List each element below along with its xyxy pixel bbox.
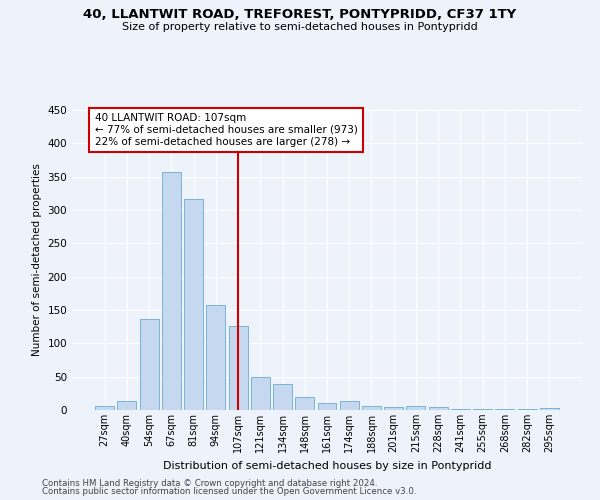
Bar	[273, 384, 292, 410]
Bar	[295, 396, 314, 410]
Bar	[406, 406, 425, 410]
Text: 40 LLANTWIT ROAD: 107sqm
← 77% of semi-detached houses are smaller (973)
22% of : 40 LLANTWIT ROAD: 107sqm ← 77% of semi-d…	[95, 114, 358, 146]
Y-axis label: Number of semi-detached properties: Number of semi-detached properties	[32, 164, 42, 356]
Bar	[229, 326, 248, 410]
Bar	[140, 318, 158, 410]
Bar	[317, 404, 337, 410]
Bar	[340, 400, 359, 410]
Bar	[540, 408, 559, 410]
Bar	[95, 406, 114, 410]
Bar	[384, 406, 403, 410]
Bar	[451, 408, 470, 410]
Bar	[251, 376, 270, 410]
Bar	[362, 406, 381, 410]
Text: Contains public sector information licensed under the Open Government Licence v3: Contains public sector information licen…	[42, 487, 416, 496]
Text: Contains HM Land Registry data © Crown copyright and database right 2024.: Contains HM Land Registry data © Crown c…	[42, 478, 377, 488]
Text: 40, LLANTWIT ROAD, TREFOREST, PONTYPRIDD, CF37 1TY: 40, LLANTWIT ROAD, TREFOREST, PONTYPRIDD…	[83, 8, 517, 20]
X-axis label: Distribution of semi-detached houses by size in Pontypridd: Distribution of semi-detached houses by …	[163, 460, 491, 470]
Bar	[118, 402, 136, 410]
Bar	[206, 306, 225, 410]
Bar	[184, 198, 203, 410]
Bar	[162, 172, 181, 410]
Bar	[429, 406, 448, 410]
Text: Size of property relative to semi-detached houses in Pontypridd: Size of property relative to semi-detach…	[122, 22, 478, 32]
